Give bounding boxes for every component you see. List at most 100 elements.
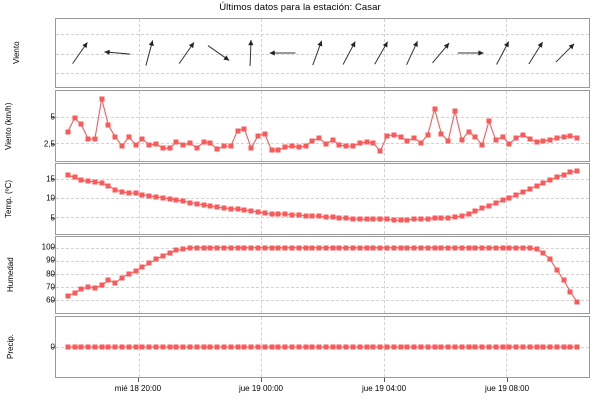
wind-arrow-icon [528,41,543,65]
data-point [370,216,376,222]
data-point [547,256,553,262]
y-tick-label: 10 [46,193,55,203]
data-point [432,106,438,112]
x-tick-label: mié 18 20:00 [114,384,162,393]
data-point [255,209,261,215]
data-point [296,344,302,350]
data-point [466,211,472,217]
data-point [377,148,383,154]
data-point [364,245,370,251]
data-point [404,245,410,251]
data-point [500,197,506,203]
data-point [445,138,451,144]
data-point [370,140,376,146]
data-point [241,245,247,251]
data-point [527,245,533,251]
gridline-horizontal [56,299,589,301]
data-point [561,344,567,350]
data-point [194,145,200,151]
gridline-horizontal [56,143,589,145]
data-point [85,284,91,290]
data-point [438,131,444,137]
data-point [493,200,499,206]
panel-wind-direction [55,18,590,88]
data-point [567,169,573,175]
data-point [282,245,288,251]
data-point [126,134,132,140]
gridline-vertical [261,91,263,161]
data-point [350,143,356,149]
data-point [357,140,363,146]
data-point [309,344,315,350]
data-point [65,172,71,178]
data-point [262,131,268,137]
data-point [364,139,370,145]
data-point [201,202,207,208]
wind-arrow-icon [248,39,254,67]
data-point [296,144,302,150]
data-point [153,141,159,147]
data-point [85,178,91,184]
data-point [255,245,261,251]
data-point [506,245,512,251]
data-point [187,245,193,251]
x-tick-mark [260,378,262,382]
gridline-vertical [261,19,263,87]
gridline-horizontal [56,179,589,181]
y-tick-mark [51,260,55,262]
data-point [493,137,499,143]
gridline-vertical [138,164,140,234]
data-point [160,253,166,259]
data-point [479,205,485,211]
data-point [574,168,580,174]
data-point [99,344,105,350]
data-point [296,212,302,218]
data-point [235,344,241,350]
data-point [377,216,383,222]
data-point [289,212,295,218]
data-point [534,246,539,252]
data-point [262,210,268,216]
data-point [72,344,78,350]
data-point [500,245,506,251]
data-point [173,139,179,145]
gridline-vertical [506,237,508,313]
y-tick-mark [51,286,55,288]
gridline-vertical [506,19,508,87]
data-point [201,245,207,251]
data-point [316,344,322,350]
data-point [201,139,207,145]
data-point [472,208,478,214]
data-point [567,289,573,295]
data-point [330,245,336,251]
data-point [194,344,200,350]
series-line [56,91,589,161]
gridline-horizontal [56,117,589,119]
wind-direction-arrows [72,39,575,67]
data-point [527,344,533,350]
axis-label-wind-direction: Viento [12,41,21,65]
data-point [207,140,213,146]
data-point [99,180,105,186]
plot-area-humidity [56,237,589,313]
data-point [350,216,356,222]
data-point [167,196,173,202]
data-point [527,136,533,142]
data-point [207,344,213,350]
gridline-horizontal [56,273,589,275]
data-point [547,177,553,183]
data-point [554,344,560,350]
data-point [85,136,91,142]
gridline-vertical [383,19,385,87]
y-tick-mark [51,178,55,180]
data-point [78,177,84,183]
data-point [432,245,438,251]
gridline-vertical [383,164,385,234]
data-point [85,344,91,350]
data-point [248,145,254,151]
wind-arrow-icon [457,50,484,56]
data-point [139,264,145,270]
data-point [139,344,145,350]
data-point [459,213,465,219]
data-point [303,344,308,350]
